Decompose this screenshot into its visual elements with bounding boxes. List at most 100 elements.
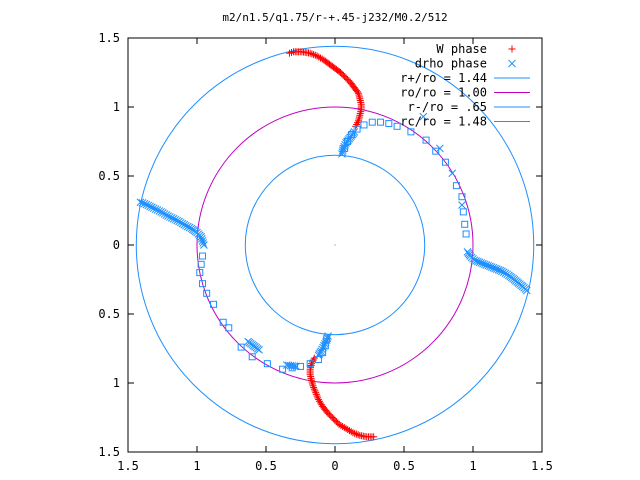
data-point xyxy=(198,237,207,245)
chart-title: m2/n1.5/q1.75/r-+.45-j232/M0.2/512 xyxy=(222,11,447,24)
data-point xyxy=(166,213,174,221)
data-point xyxy=(314,351,323,360)
data-point xyxy=(314,356,322,364)
x-tick-label: 0 xyxy=(331,459,338,473)
data-point xyxy=(354,119,362,127)
data-point xyxy=(146,202,154,211)
data-point xyxy=(313,392,321,400)
data-point xyxy=(353,125,361,133)
y-tick-label: 1.5 xyxy=(98,31,120,45)
data-point xyxy=(306,360,314,368)
y-tick-label: 1 xyxy=(113,376,120,390)
data-point xyxy=(171,215,180,224)
data-point xyxy=(452,182,460,190)
data-point xyxy=(310,385,318,393)
legend-item: r+/ro = 1.44 xyxy=(400,71,530,85)
data-point xyxy=(290,362,299,371)
data-point xyxy=(199,280,207,288)
data-point xyxy=(368,118,376,126)
data-markers xyxy=(136,48,531,441)
data-point xyxy=(314,394,322,402)
legend-label: drho phase xyxy=(415,57,487,71)
data-point xyxy=(169,214,178,223)
data-point xyxy=(225,324,233,332)
data-point xyxy=(360,121,368,129)
data-point xyxy=(343,138,351,145)
legend-sample xyxy=(508,59,516,68)
data-point xyxy=(153,206,162,214)
data-point xyxy=(309,382,317,390)
data-point xyxy=(312,389,320,397)
y-tick-label: 1.5 xyxy=(98,445,120,459)
data-point xyxy=(522,286,531,295)
data-point xyxy=(385,120,393,128)
data-point xyxy=(308,50,316,58)
data-point xyxy=(197,232,205,241)
y-tick-label: 0 xyxy=(113,238,120,252)
data-point xyxy=(138,199,147,207)
data-point xyxy=(173,216,182,225)
y-tick-label: 0.5 xyxy=(98,307,120,321)
legend-item: rc/ro = 1.48 xyxy=(400,115,530,129)
data-point xyxy=(320,341,328,350)
x-tick-label: 1 xyxy=(193,459,200,473)
data-point xyxy=(348,131,356,139)
data-point xyxy=(370,433,378,441)
circle-r-ro xyxy=(244,154,426,336)
legend-item: drho phase xyxy=(415,57,516,71)
data-point xyxy=(310,383,318,391)
legend-label: W phase xyxy=(436,42,487,56)
circle-r-ro xyxy=(135,45,535,445)
data-point xyxy=(167,214,176,222)
data-point xyxy=(279,365,287,373)
data-point xyxy=(148,203,156,212)
x-tick-label: 0.5 xyxy=(255,459,277,473)
data-point xyxy=(312,390,320,398)
data-point xyxy=(308,358,316,366)
legend-label: rc/ro = 1.48 xyxy=(400,115,487,129)
x-tick-label: 0.5 xyxy=(393,459,415,473)
x-tick-label: 1.5 xyxy=(531,459,553,473)
data-point xyxy=(200,241,208,249)
data-point xyxy=(144,201,153,210)
legend-label: r+/ro = 1.44 xyxy=(400,71,487,85)
data-point xyxy=(323,335,331,343)
data-point xyxy=(136,198,145,207)
data-point xyxy=(142,200,151,209)
y-tick-label: 0.5 xyxy=(98,169,120,183)
data-point xyxy=(140,199,149,208)
data-point xyxy=(341,144,349,152)
data-point xyxy=(407,128,415,136)
legend-item: r-/ro = .65 xyxy=(408,100,530,114)
data-point xyxy=(448,169,457,178)
data-point xyxy=(164,212,172,220)
data-point xyxy=(196,269,204,277)
data-point xyxy=(210,300,218,308)
data-point xyxy=(199,252,207,260)
data-point xyxy=(203,289,211,297)
data-point xyxy=(197,260,205,268)
data-point xyxy=(319,349,327,357)
data-point xyxy=(461,220,469,228)
data-point xyxy=(255,346,263,354)
data-point xyxy=(338,148,347,156)
legend-label: ro/ro = 1.00 xyxy=(400,86,487,100)
data-point xyxy=(155,207,164,215)
reference-circles xyxy=(135,45,535,445)
data-point xyxy=(441,158,449,166)
data-point xyxy=(310,51,318,59)
data-point xyxy=(458,193,466,201)
data-point xyxy=(393,122,401,130)
data-point xyxy=(458,201,466,209)
data-point xyxy=(377,118,385,126)
data-point xyxy=(436,144,444,153)
y-tick-label: 1 xyxy=(113,100,120,114)
data-point xyxy=(297,362,304,370)
data-point xyxy=(334,244,336,246)
y-axis: 1.5 1 0.5 0 0.5 1 1.5 xyxy=(98,31,542,459)
data-point xyxy=(306,49,314,57)
data-point xyxy=(354,431,362,439)
data-point xyxy=(352,430,360,438)
